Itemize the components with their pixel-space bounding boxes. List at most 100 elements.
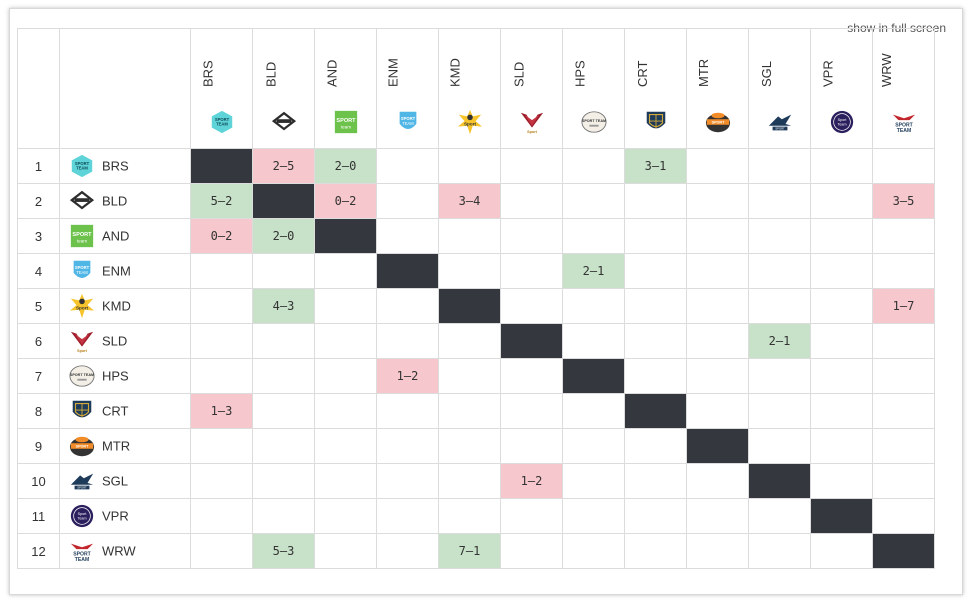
team-cell[interactable]: Sport SLD xyxy=(59,323,191,359)
svg-text:SPORT: SPORT xyxy=(76,444,89,448)
empty-cell xyxy=(190,533,253,569)
team-cell[interactable]: SPORT TEAM BRS xyxy=(59,148,191,184)
empty-cell xyxy=(748,183,811,219)
empty-cell xyxy=(624,288,687,324)
column-header[interactable]: WRW SPORT TEAM xyxy=(872,28,935,149)
empty-cell xyxy=(500,358,563,394)
svg-text:TEAM: TEAM xyxy=(896,128,910,134)
empty-cell xyxy=(624,183,687,219)
svg-text:SPORT: SPORT xyxy=(73,552,91,558)
svg-text:SPORT: SPORT xyxy=(77,486,87,490)
empty-cell xyxy=(500,533,563,569)
score-cell-loss[interactable]: 1–7 xyxy=(872,288,935,324)
column-team-code: AND xyxy=(323,59,339,87)
empty-cell xyxy=(438,218,501,254)
score-cell-loss[interactable]: 2–5 xyxy=(252,148,315,184)
table-row: 4 SPORT TEAM ENM 2–1 xyxy=(17,253,935,289)
team-code: KMD xyxy=(102,298,131,314)
empty-cell xyxy=(810,253,873,289)
rank-number: 9 xyxy=(17,428,60,464)
team-cell[interactable]: SPORT TEAM HPS xyxy=(59,358,191,394)
empty-cell xyxy=(376,288,439,324)
team-cell[interactable]: Sport Team VPR xyxy=(59,498,191,534)
empty-cell xyxy=(562,218,625,254)
badge-shield-blue-icon: SPORT TEAM xyxy=(68,258,96,284)
column-header[interactable]: MTR SPORT xyxy=(686,28,749,149)
team-cell[interactable]: CRT xyxy=(59,393,191,429)
score-cell-win[interactable]: 3–1 xyxy=(624,148,687,184)
header-row: BRS SPORT TEAM BLD AND SPORT team ENM SPORT TEAM K… xyxy=(17,28,935,149)
column-header[interactable]: BLD xyxy=(252,28,315,149)
column-team-code: BLD xyxy=(262,61,278,87)
score-cell-win[interactable]: 2–0 xyxy=(314,148,377,184)
team-cell[interactable]: SPORT MTR xyxy=(59,428,191,464)
rank-number: 1 xyxy=(17,148,60,184)
team-cell[interactable]: BLD xyxy=(59,183,191,219)
table-row: 9 SPORT MTR xyxy=(17,428,935,464)
empty-cell xyxy=(686,183,749,219)
svg-text:SPORT TEAM: SPORT TEAM xyxy=(70,373,94,377)
empty-cell xyxy=(872,218,935,254)
empty-cell xyxy=(810,393,873,429)
column-header[interactable]: AND SPORT team xyxy=(314,28,377,149)
empty-cell xyxy=(252,428,315,464)
badge-oval-cream-icon: SPORT TEAM xyxy=(580,109,607,135)
empty-cell xyxy=(748,428,811,464)
empty-cell xyxy=(624,253,687,289)
badge-oval-cream-icon: SPORT TEAM xyxy=(68,363,96,389)
badge-shield-blue-icon: SPORT TEAM xyxy=(395,109,421,135)
empty-cell xyxy=(810,183,873,219)
svg-text:TEAM: TEAM xyxy=(76,166,88,171)
svg-text:TEAM: TEAM xyxy=(76,270,88,275)
column-header[interactable]: HPS SPORT TEAM xyxy=(562,28,625,149)
column-team-code: SLD xyxy=(510,61,526,87)
column-header[interactable]: SGL SPORT xyxy=(748,28,811,149)
team-cell[interactable]: SPORT SGL xyxy=(59,463,191,499)
team-cell[interactable]: SPORT TEAM WRW xyxy=(59,533,191,569)
column-header[interactable]: ENM SPORT TEAM xyxy=(376,28,439,149)
score-cell-loss[interactable]: 0–2 xyxy=(314,183,377,219)
empty-cell xyxy=(252,463,315,499)
column-header[interactable]: VPR Sport Team xyxy=(810,28,873,149)
score-cell-loss[interactable]: 1–2 xyxy=(376,358,439,394)
svg-text:SPORT: SPORT xyxy=(711,120,724,124)
score-cell-win[interactable]: 2–0 xyxy=(252,218,315,254)
score-cell-loss[interactable]: 1–3 xyxy=(190,393,253,429)
column-header[interactable]: CRT xyxy=(624,28,687,149)
column-header[interactable]: KMD Sport xyxy=(438,28,501,149)
column-team-code: VPR xyxy=(820,60,836,87)
column-team-code: SGL xyxy=(758,60,774,87)
svg-text:Sport: Sport xyxy=(76,306,89,311)
empty-cell xyxy=(686,148,749,184)
table-row: 10 SPORT SGL 1–2 xyxy=(17,463,935,499)
empty-cell xyxy=(748,148,811,184)
team-cell[interactable]: SPORT TEAM ENM xyxy=(59,253,191,289)
empty-cell xyxy=(438,428,501,464)
score-cell-loss[interactable]: 3–5 xyxy=(872,183,935,219)
score-cell-win[interactable]: 5–3 xyxy=(252,533,315,569)
empty-cell xyxy=(872,323,935,359)
table-row: 12 SPORT TEAM WRW 5–3 7–1 xyxy=(17,533,935,569)
score-cell-win[interactable]: 7–1 xyxy=(438,533,501,569)
column-header[interactable]: SLD Sport xyxy=(500,28,563,149)
diagonal-cell xyxy=(810,498,873,534)
empty-cell xyxy=(624,218,687,254)
column-header[interactable]: BRS SPORT TEAM xyxy=(190,28,253,149)
score-cell-loss[interactable]: 3–4 xyxy=(438,183,501,219)
team-cell[interactable]: SPORT team AND xyxy=(59,218,191,254)
empty-cell xyxy=(438,498,501,534)
team-cell[interactable]: Sport KMD xyxy=(59,288,191,324)
score-cell-win[interactable]: 4–3 xyxy=(252,288,315,324)
score-cell-win[interactable]: 5–2 xyxy=(190,183,253,219)
empty-cell xyxy=(810,288,873,324)
empty-cell xyxy=(686,323,749,359)
score-cell-win[interactable]: 2–1 xyxy=(748,323,811,359)
score-cell-win[interactable]: 2–1 xyxy=(562,253,625,289)
column-team-code: CRT xyxy=(634,60,650,87)
score-cell-loss[interactable]: 1–2 xyxy=(500,463,563,499)
table-row: 2 BLD 5–2 0–2 3–4 3–5 xyxy=(17,183,935,219)
score-cell-loss[interactable]: 0–2 xyxy=(190,218,253,254)
empty-cell xyxy=(376,498,439,534)
empty-cell xyxy=(872,358,935,394)
empty-cell xyxy=(810,323,873,359)
